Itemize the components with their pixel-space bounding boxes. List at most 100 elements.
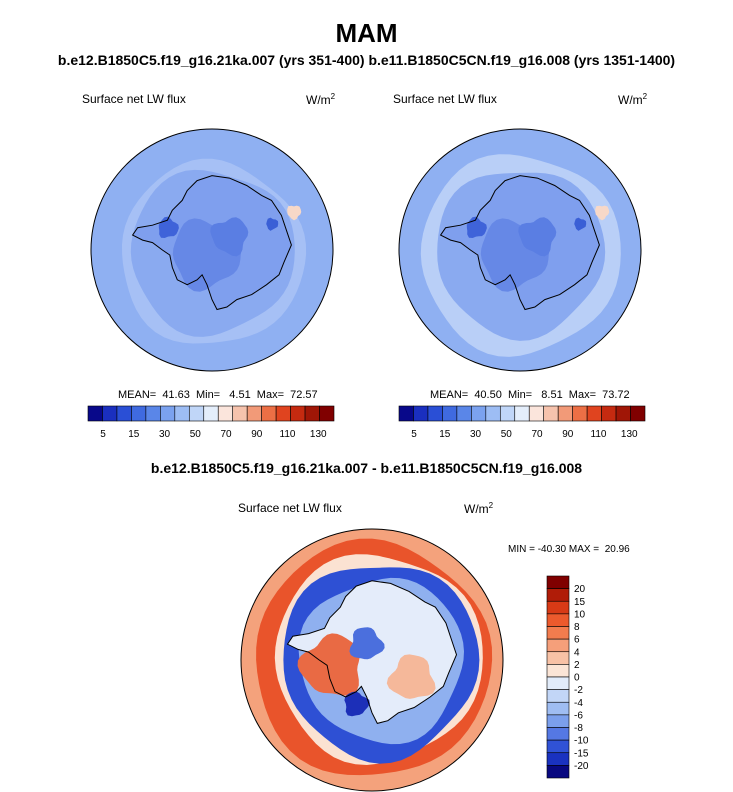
colorbar-tick-label: 130 — [621, 429, 638, 440]
colorbar-box — [188, 405, 205, 422]
colorbar-tick-label: 110 — [280, 429, 296, 440]
colorbar-box — [546, 575, 570, 589]
panel1-units: W/m2 — [306, 92, 336, 107]
colorbar-box — [615, 405, 631, 422]
colorbar-box — [601, 405, 617, 422]
colorbar-box — [160, 405, 176, 422]
colorbar-tick-label: 4 — [574, 647, 580, 658]
field-layer — [91, 129, 333, 371]
colorbar-tick-label: 10 — [574, 609, 586, 620]
field-layer — [241, 529, 503, 791]
panel1-label: Surface net LW flux — [82, 92, 186, 106]
field-layer — [399, 129, 641, 371]
panel3-map — [240, 528, 504, 792]
colorbar-box — [546, 676, 570, 690]
colorbar-box — [203, 405, 219, 422]
colorbar-tick-label: 30 — [470, 429, 482, 440]
colorbar-tick-label: -6 — [574, 710, 583, 721]
interior-low2 — [518, 217, 557, 257]
colorbar-box — [427, 405, 443, 422]
colorbar-tick-label: 5 — [411, 429, 417, 440]
colorbar-box — [304, 405, 320, 422]
colorbar-tick-label: 0 — [574, 673, 580, 684]
colorbar-tick-label: 8 — [574, 622, 580, 633]
colorbar-box — [572, 405, 588, 422]
cold-ross — [344, 691, 370, 717]
colorbar-box — [217, 405, 234, 422]
panel2-label: Surface net LW flux — [393, 92, 497, 106]
panel3-label: Surface net LW flux — [238, 501, 342, 515]
colorbar-box — [232, 405, 248, 422]
colorbar-box — [485, 405, 501, 422]
colorbar-box — [630, 405, 646, 422]
colorbar-box — [499, 405, 516, 422]
cold-spot — [574, 217, 587, 231]
colorbar-box — [546, 714, 570, 728]
colorbar-tick-label: 110 — [591, 429, 607, 440]
colorbar-box — [246, 405, 262, 422]
colorbar-box — [528, 405, 545, 422]
colorbar-box — [546, 613, 570, 627]
colorbar-box — [546, 701, 570, 716]
colorbar-box — [546, 689, 570, 703]
colorbar-box — [471, 405, 487, 422]
peninsula-low — [466, 216, 487, 238]
colorbar-box — [442, 405, 458, 422]
panel1-map — [90, 128, 334, 372]
warm-west — [297, 633, 360, 696]
colorbar-tick-label: 90 — [251, 429, 263, 440]
colorbar-box — [413, 405, 429, 422]
colorbar-tick-label: 6 — [574, 635, 580, 646]
panel1-stats: MEAN= 41.63 Min= 4.51 Max= 72.57 — [118, 389, 318, 401]
interior-low2 — [210, 217, 249, 257]
colorbar-tick-label: 15 — [439, 429, 451, 440]
colorbar-box — [398, 405, 414, 422]
colorbar-box — [102, 405, 118, 422]
panel1-colorbar: 5 15 30 50 70 90 110 130 — [87, 405, 335, 440]
colorbar-tick-label: 15 — [574, 597, 586, 608]
colorbar-box — [546, 765, 570, 779]
panel2-colorbar: 5 15 30 50 70 90 110 130 — [398, 405, 646, 440]
colorbar-tick-label: 130 — [310, 429, 327, 440]
peninsula-low — [158, 216, 179, 238]
colorbar-box — [514, 405, 530, 422]
colorbar-tick-label: 90 — [562, 429, 574, 440]
subtitle: b.e12.B1850C5.f19_g16.21ka.007 (yrs 351-… — [57, 52, 676, 68]
coastline — [131, 175, 292, 311]
coastline — [286, 580, 458, 724]
panel3-units: W/m2 — [464, 501, 494, 516]
cold-spot — [266, 217, 279, 231]
coastline — [439, 175, 600, 311]
panel2-units: W/m2 — [618, 92, 648, 107]
colorbar-tick-label: 15 — [128, 429, 140, 440]
colorbar-tick-label: -15 — [574, 748, 589, 759]
colorbar-box — [586, 405, 602, 422]
colorbar-box — [174, 405, 190, 422]
colorbar-tick-label: 20 — [574, 584, 586, 595]
warm-spot — [595, 205, 610, 221]
colorbar-box — [546, 739, 570, 754]
colorbar-box — [261, 405, 277, 422]
colorbar-box — [275, 405, 291, 422]
colorbar-box — [546, 664, 570, 678]
colorbar-tick-label: -20 — [574, 761, 589, 772]
colorbar-box — [456, 405, 472, 422]
colorbar-box — [546, 626, 570, 640]
colorbar-tick-label: -8 — [574, 723, 583, 734]
colorbar-box — [87, 405, 103, 422]
map-border — [90, 128, 334, 372]
cold-center — [349, 627, 385, 660]
colorbar-box — [546, 727, 570, 741]
colorbar-box — [319, 405, 335, 422]
colorbar-box — [116, 405, 132, 422]
colorbar-tick-label: 50 — [190, 429, 202, 440]
colorbar-tick-label: 70 — [220, 429, 232, 440]
colorbar-box — [557, 405, 573, 422]
warm-east — [386, 654, 436, 699]
colorbar-box — [131, 405, 147, 422]
colorbar-tick-label: 2 — [574, 660, 580, 671]
warm-spot — [287, 205, 302, 221]
colorbar-tick-label: -10 — [574, 736, 589, 747]
map-border — [398, 128, 642, 372]
